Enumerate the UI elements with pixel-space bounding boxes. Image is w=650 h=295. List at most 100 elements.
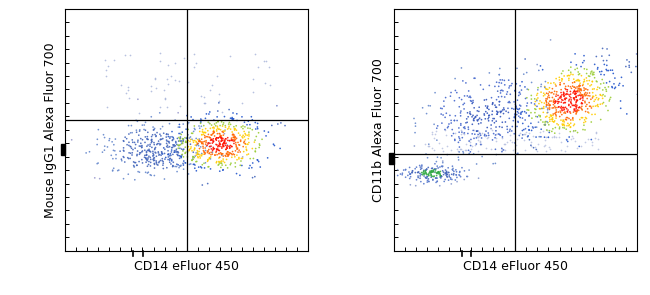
- Point: [573, 89, 583, 94]
- Point: [161, 132, 172, 137]
- Point: [525, 144, 536, 148]
- Point: [497, 135, 508, 139]
- Point: [125, 130, 136, 135]
- Point: [566, 98, 577, 102]
- Point: [512, 136, 522, 141]
- Point: [191, 140, 202, 145]
- Point: [454, 169, 465, 174]
- Point: [583, 82, 593, 86]
- Point: [162, 139, 172, 144]
- Point: [463, 131, 473, 136]
- Point: [593, 136, 603, 141]
- Point: [534, 134, 545, 139]
- Point: [571, 109, 582, 113]
- Point: [480, 109, 491, 114]
- Point: [469, 106, 479, 110]
- Point: [172, 136, 183, 141]
- Point: [439, 104, 449, 109]
- Point: [447, 172, 457, 177]
- Point: [167, 145, 177, 150]
- Point: [215, 150, 226, 155]
- Point: [176, 147, 187, 151]
- Point: [182, 155, 192, 159]
- Point: [452, 179, 462, 184]
- Point: [591, 54, 601, 59]
- FancyBboxPatch shape: [60, 144, 65, 155]
- Point: [174, 135, 184, 140]
- Point: [494, 103, 504, 107]
- Point: [150, 76, 160, 81]
- Point: [133, 138, 143, 142]
- Point: [475, 83, 486, 87]
- Point: [507, 140, 517, 144]
- Point: [514, 93, 524, 98]
- Point: [564, 73, 575, 78]
- Point: [557, 77, 567, 81]
- Point: [214, 159, 224, 164]
- Point: [574, 144, 584, 149]
- Point: [456, 121, 466, 126]
- Point: [569, 108, 580, 113]
- Point: [142, 130, 153, 135]
- Point: [520, 148, 530, 152]
- Point: [226, 122, 236, 127]
- Point: [587, 143, 597, 148]
- Point: [166, 74, 177, 78]
- Point: [104, 138, 114, 143]
- Point: [580, 119, 591, 124]
- Point: [136, 145, 147, 149]
- Point: [580, 104, 591, 109]
- Point: [219, 138, 229, 142]
- Point: [232, 118, 242, 123]
- Point: [430, 167, 440, 172]
- Point: [569, 97, 580, 102]
- Point: [216, 152, 227, 157]
- Point: [215, 142, 226, 146]
- Point: [459, 130, 469, 135]
- Point: [198, 130, 209, 135]
- Point: [204, 151, 214, 155]
- Point: [572, 108, 582, 112]
- Point: [577, 100, 587, 105]
- Point: [599, 62, 610, 67]
- Point: [141, 157, 151, 161]
- Point: [235, 138, 246, 142]
- Point: [540, 79, 551, 84]
- Point: [588, 104, 599, 109]
- Point: [208, 140, 218, 145]
- Point: [176, 154, 186, 159]
- Point: [569, 77, 579, 81]
- Point: [458, 149, 468, 154]
- Point: [137, 123, 148, 127]
- Point: [101, 73, 111, 78]
- Point: [584, 74, 595, 79]
- Point: [454, 126, 464, 130]
- Point: [130, 146, 140, 150]
- Point: [517, 121, 528, 126]
- Point: [450, 178, 460, 182]
- Point: [245, 126, 255, 131]
- Point: [219, 141, 229, 146]
- Point: [90, 176, 100, 180]
- Point: [473, 176, 484, 181]
- Point: [543, 87, 553, 92]
- Point: [128, 147, 138, 152]
- Point: [172, 164, 182, 169]
- Point: [608, 71, 618, 76]
- Point: [421, 171, 431, 175]
- Point: [442, 175, 452, 179]
- Point: [587, 140, 597, 144]
- Point: [554, 104, 564, 109]
- Point: [167, 135, 177, 139]
- Point: [190, 154, 200, 158]
- Point: [494, 124, 504, 129]
- Point: [539, 122, 549, 127]
- Point: [471, 129, 482, 134]
- Point: [560, 100, 571, 105]
- Point: [205, 156, 216, 161]
- Point: [230, 135, 240, 139]
- Point: [180, 140, 190, 145]
- Point: [146, 150, 156, 154]
- Point: [538, 110, 549, 115]
- Point: [411, 183, 421, 188]
